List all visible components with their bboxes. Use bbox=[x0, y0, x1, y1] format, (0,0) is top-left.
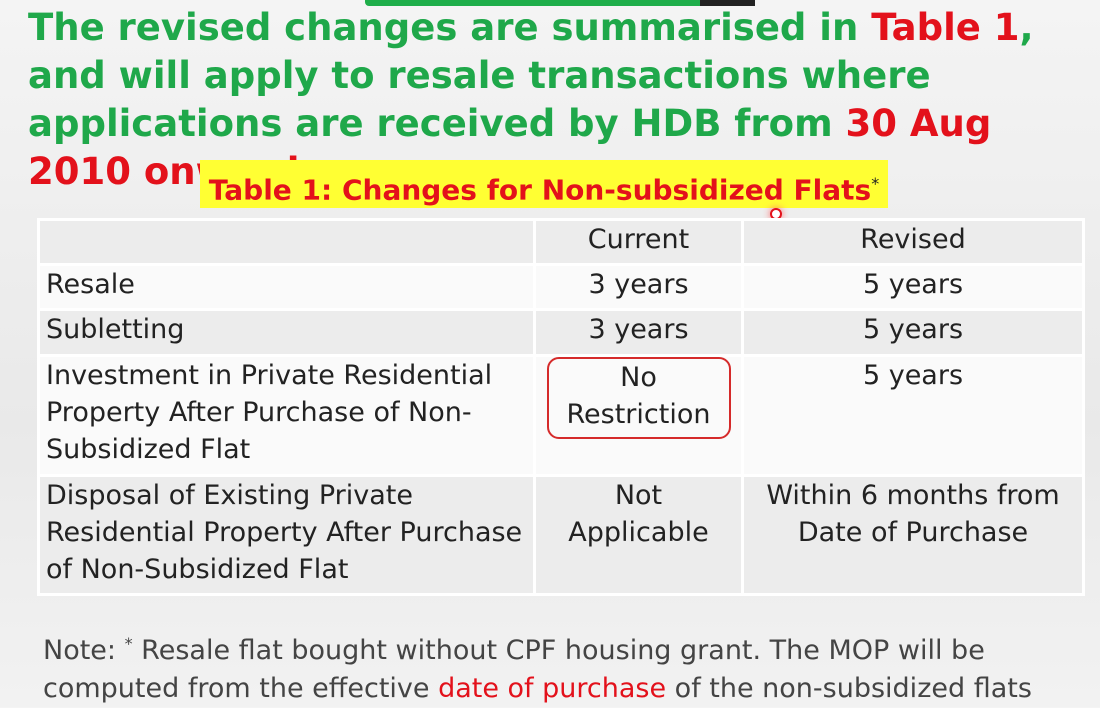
cell: 5 years bbox=[741, 354, 1085, 477]
cell: 3 years bbox=[533, 308, 744, 357]
header-cell: Current bbox=[533, 218, 744, 266]
row: Disposal of Existing Private Residential… bbox=[37, 474, 1085, 596]
row: Subletting 3 years 5 years bbox=[37, 308, 1085, 357]
cell: Disposal of Existing Private Residential… bbox=[37, 474, 536, 596]
cell: 5 years bbox=[741, 263, 1085, 311]
highlight-box: No Restriction bbox=[546, 357, 731, 439]
row: Resale 3 years 5 years bbox=[37, 263, 1085, 311]
header-cell: Revised bbox=[741, 218, 1085, 266]
heading: The revised changes are summarised in Ta… bbox=[28, 4, 1088, 196]
note: Note: * Resale flat bought without CPF h… bbox=[43, 625, 1093, 708]
table-title-text: Table 1: Changes for Non-subsidized Flat… bbox=[208, 173, 872, 207]
note-text: of the non-subsidized flats bbox=[666, 673, 1032, 704]
header-row: Current Revised bbox=[37, 218, 1085, 266]
cell: Subletting bbox=[37, 308, 536, 357]
header-cell bbox=[37, 218, 536, 266]
footnote-mark: * bbox=[871, 174, 880, 193]
cell: Resale bbox=[37, 263, 536, 311]
note-highlight: date of purchase bbox=[438, 673, 667, 704]
row: Investment in Private Residential Proper… bbox=[37, 354, 1085, 477]
note-text: Note: bbox=[43, 635, 125, 666]
cell: Within 6 months from Date of Purchase bbox=[741, 474, 1085, 596]
note-text: Resale flat bought without CPF housing g… bbox=[43, 635, 985, 704]
footnote-mark: * bbox=[124, 634, 133, 653]
cell: 5 years bbox=[741, 308, 1085, 357]
table: Current Revised Resale 3 years 5 years S… bbox=[37, 218, 1085, 596]
table-title: Table 1: Changes for Non-subsidized Flat… bbox=[200, 160, 888, 208]
toolbar-decoration bbox=[365, 0, 755, 6]
heading-text: , and will apply to resale transactions … bbox=[28, 6, 1034, 145]
heading-text: The revised changes are summarised in bbox=[28, 6, 872, 49]
toolbar-decoration bbox=[700, 0, 755, 6]
cell: Not Applicable bbox=[533, 474, 744, 596]
heading-highlight: Table 1 bbox=[871, 6, 1020, 49]
cell: Investment in Private Residential Proper… bbox=[37, 354, 536, 477]
cell: 3 years bbox=[533, 263, 744, 311]
cell: No Restriction bbox=[533, 354, 744, 477]
